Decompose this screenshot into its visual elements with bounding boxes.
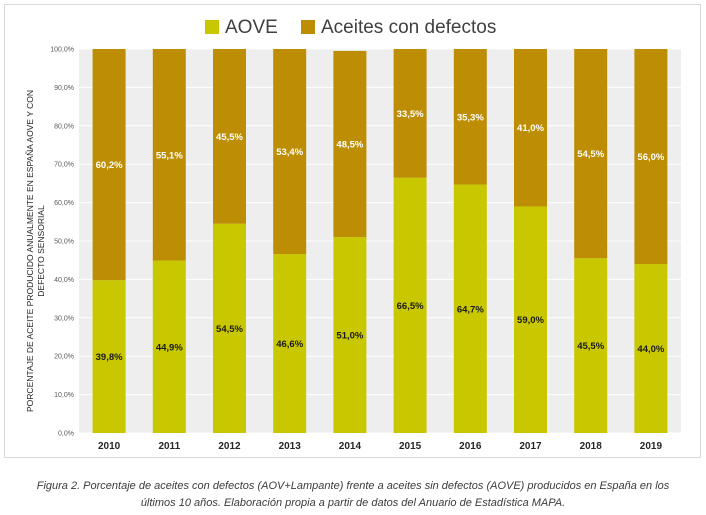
- bar-defectos-2017: [514, 49, 547, 207]
- data-label-defectos: 41,0%: [517, 123, 544, 134]
- bar-aove-2013: [273, 254, 307, 433]
- y-axis-title-line-1: PORCENTAJE DE ACEITE PRODUCIDO ANUALMENT…: [25, 90, 35, 412]
- x-tick-label: 2014: [339, 441, 362, 452]
- y-tick-label: 60,0%: [54, 200, 74, 207]
- x-tick-label: 2016: [459, 441, 482, 452]
- data-label-aove: 39,8%: [96, 352, 123, 363]
- caption-line-1: Figura 2. Porcentaje de aceites con defe…: [36, 480, 670, 492]
- y-tick-label: 100,0%: [50, 47, 74, 54]
- bar-aove-2018: [574, 258, 608, 433]
- y-tick-label: 40,0%: [54, 277, 74, 284]
- x-tick-label: 2013: [279, 441, 302, 452]
- y-tick-label: 70,0%: [54, 162, 74, 169]
- bar-defectos-2013: [273, 49, 307, 255]
- y-tick-label: 10,0%: [54, 392, 74, 399]
- bar-defectos-2010: [92, 49, 126, 281]
- data-label-aove: 46,6%: [276, 339, 303, 350]
- bar-aove-2017: [514, 206, 547, 433]
- data-label-defectos: 55,1%: [156, 150, 183, 161]
- y-tick-label: 20,0%: [54, 354, 74, 361]
- data-label-defectos: 35,3%: [457, 112, 484, 123]
- chart-frame: 0,0% 10,0% 20,0% 30,0% 40,0% 50,0% 60,0% 70,0% 8…: [4, 4, 701, 458]
- caption-line-2: últimos 10 años. Elaboración propia a pa…: [140, 497, 566, 509]
- data-label-defectos: 53,4%: [276, 147, 303, 158]
- data-label-aove: 51,0%: [336, 331, 363, 342]
- bar-defectos-2019: [634, 49, 668, 265]
- x-tick-label: 2012: [218, 441, 241, 452]
- data-label-defectos: 45,5%: [216, 132, 243, 143]
- x-tick-label: 2015: [399, 441, 422, 452]
- bar-aove-2015: [393, 177, 427, 433]
- legend-label-aove: AOVE: [225, 17, 278, 38]
- legend-label-defectos: Aceites con defectos: [321, 17, 496, 38]
- y-tick-label: 90,0%: [54, 85, 74, 92]
- x-tick-label: 2018: [580, 441, 603, 452]
- bar-defectos-2014: [333, 50, 367, 238]
- data-label-aove: 45,5%: [577, 341, 604, 352]
- legend-swatch-defectos: [301, 20, 315, 34]
- bar-aove-2014: [333, 237, 367, 433]
- data-label-aove: 66,5%: [397, 301, 424, 312]
- y-tick-label: 0,0%: [58, 431, 74, 438]
- data-label-aove: 54,5%: [216, 324, 243, 335]
- data-label-aove: 59,0%: [517, 315, 544, 326]
- data-label-defectos: 54,5%: [577, 149, 604, 160]
- stacked-bar-chart: 0,0% 10,0% 20,0% 30,0% 40,0% 50,0% 60,0% 70,0% 8…: [25, 17, 681, 452]
- figure-caption: Figura 2. Porcentaje de aceites con defe…: [8, 478, 698, 512]
- bar-aove-2019: [634, 264, 668, 433]
- bar-aove-2011: [152, 260, 186, 433]
- legend-swatch-aove: [205, 20, 219, 34]
- data-label-defectos: 56,0%: [637, 152, 664, 163]
- bar-defectos-2015: [393, 49, 427, 178]
- bar-defectos-2012: [213, 49, 246, 224]
- bar-defectos-2018: [574, 49, 608, 259]
- bar-defectos-2011: [152, 49, 186, 261]
- data-label-aove: 44,9%: [156, 342, 183, 353]
- data-label-aove: 44,0%: [637, 344, 664, 355]
- data-label-defectos: 33,5%: [397, 109, 424, 120]
- bar-aove-2010: [92, 280, 126, 433]
- x-tick-label: 2019: [640, 441, 663, 452]
- data-label-defectos: 60,2%: [96, 160, 123, 171]
- x-tick-label: 2010: [98, 441, 121, 452]
- y-tick-label: 50,0%: [54, 239, 74, 246]
- bar-aove-2012: [213, 223, 246, 433]
- bar-aove-2016: [453, 184, 487, 433]
- data-label-defectos: 48,5%: [336, 140, 363, 151]
- y-axis-title-line-2: DEFECTO SENSORIAL: [36, 205, 46, 297]
- bar-defectos-2016: [453, 49, 487, 185]
- y-tick-label: 30,0%: [54, 315, 74, 322]
- data-label-aove: 64,7%: [457, 304, 484, 315]
- y-tick-label: 80,0%: [54, 123, 74, 130]
- x-tick-label: 2011: [158, 441, 180, 452]
- x-tick-label: 2017: [519, 441, 542, 452]
